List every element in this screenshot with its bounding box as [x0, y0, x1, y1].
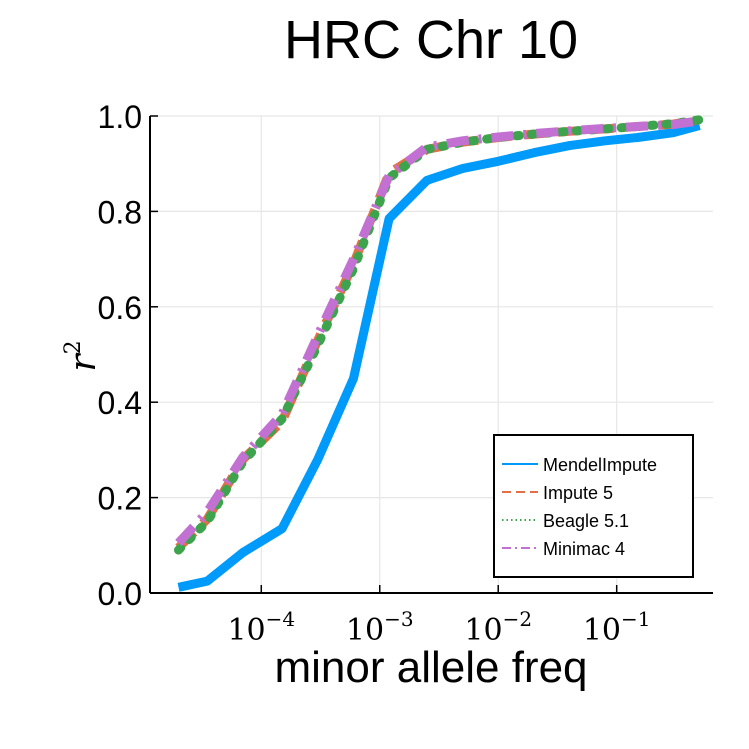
y-axis-label-exponent: 2 — [61, 340, 86, 354]
y-tick-label: 0.4 — [98, 385, 142, 421]
axes — [149, 115, 713, 594]
legend-box — [493, 434, 694, 578]
chart-title: HRC Chr 10 — [284, 10, 578, 70]
legend-label: Minimac 4 — [543, 539, 625, 559]
legend-entries: MendelImpute Impute 5 Beagle 5.1 Minimac 4 — [502, 455, 657, 559]
y-axis-label-group: r2 — [61, 340, 104, 371]
y-axis-label-base: r — [63, 353, 104, 372]
x-tick-label: 10−3 — [346, 607, 414, 648]
x-tick-label: 10−4 — [227, 607, 295, 648]
y-tick-labels: 0.0 0.2 0.4 0.6 0.8 1.0 — [98, 99, 142, 612]
x-tick-labels: 10−4 10−3 10−2 10−1 — [227, 607, 650, 648]
x-tick-label-exponent: −3 — [384, 607, 413, 631]
y-tick-label: 0.0 — [98, 576, 142, 612]
x-tick-label: 10−1 — [583, 607, 651, 648]
x-tick-label-exponent: −2 — [503, 607, 532, 631]
legend-label: Impute 5 — [543, 483, 613, 503]
x-tick-label-base: 10 — [464, 613, 502, 648]
y-tick-label: 0.6 — [98, 290, 142, 326]
x-axis-label: minor allele freq — [274, 643, 587, 692]
y-tick-label: 0.2 — [98, 481, 142, 517]
x-tick-label-base: 10 — [227, 613, 265, 648]
x-tick-label: 10−2 — [464, 607, 532, 648]
legend-label: Beagle 5.1 — [543, 511, 629, 531]
y-tick-label: 1.0 — [98, 99, 142, 135]
x-tick-label-exponent: −4 — [266, 607, 295, 631]
y-axis-label: r2 — [61, 340, 104, 371]
x-tick-label-base: 10 — [583, 613, 621, 648]
series-line-beagle-5-1 — [174, 115, 704, 555]
series-line-mendelimpute — [177, 121, 701, 592]
y-tick-label: 0.8 — [98, 194, 142, 230]
series-lines — [174, 115, 704, 592]
legend-label: MendelImpute — [543, 455, 657, 475]
x-tick-label-base: 10 — [346, 613, 384, 648]
x-tick-label-exponent: −1 — [621, 607, 650, 631]
legend: MendelImpute Impute 5 Beagle 5.1 Minimac 4 — [493, 434, 694, 578]
series-line-minimac-4 — [175, 116, 701, 546]
